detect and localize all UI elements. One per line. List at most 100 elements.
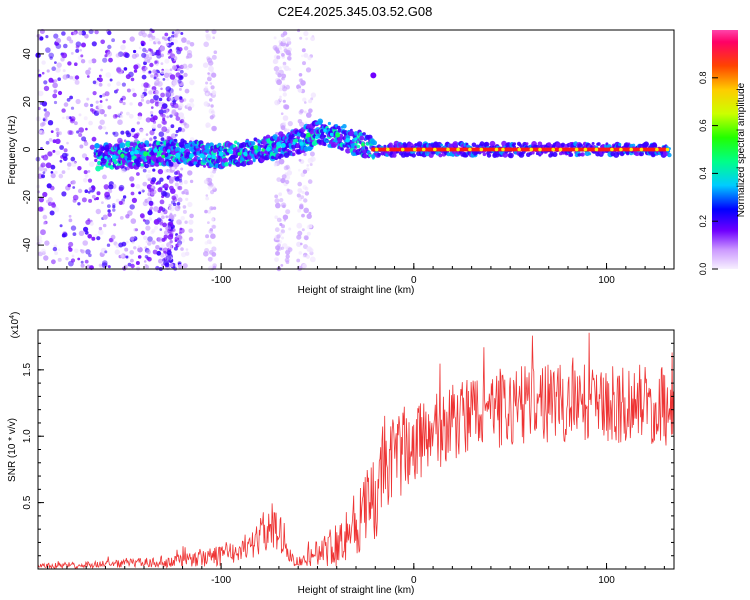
spectrogram-cell [171,166,175,171]
spectrogram-cell [54,41,59,46]
spectrogram-cell [80,54,84,58]
spectrogram-cell [171,109,177,114]
spectrogram-peak-cell [619,147,623,152]
spectrogram-cell [163,234,168,239]
spectrogram-cell [43,168,48,172]
spectrogram-cell [205,33,211,39]
spectrogram-cell [38,73,42,77]
spectrogram-cell [144,59,147,63]
spectrogram-cell [43,80,48,85]
spectrogram-cell [162,258,166,262]
spectrogram-cell [130,131,135,137]
spectrogram-cell [363,153,368,159]
spectrogram-cell [175,133,178,137]
spectrogram-cell [153,76,157,80]
spectrogram-cell [291,152,296,157]
spectrogram-cell [130,191,135,196]
spectrogram-cell [169,91,175,97]
spectrogram-cell [40,122,45,127]
spectrogram-cell [169,68,173,72]
spectrogram-cell [188,236,194,242]
spectrogram-cell [455,144,459,148]
spectrogram-cell [205,194,209,197]
spectrogram-cell [215,158,221,164]
spectrogram-peak-cell [639,147,644,152]
spectrogram-cell [274,215,279,219]
spectrogram-cell [286,128,290,132]
spectrogram-cell [297,181,303,187]
spectrogram-cell [39,239,43,244]
spectrogram-cell [205,81,209,85]
spectrogram-cell [46,183,52,189]
spectrogram-cell [183,140,187,144]
spectrogram-cell [114,249,121,255]
spectrogram-cell [186,40,191,45]
spectrogram-cell [100,68,103,72]
spectrogram-cell [124,247,129,252]
spectrogram-cell [302,254,306,258]
spectrogram-cell [275,202,281,209]
spectrogram-cell [51,66,56,71]
spectrogram-cell [55,127,60,132]
spectrogram-cell [126,132,132,138]
spectrogram-cell [73,31,77,36]
spectrogram-cell [178,231,182,235]
spectrogram-cell [67,130,73,135]
spectrogram-cell [84,34,89,39]
spectrogram-cell [78,133,83,137]
spectrogram-cell [139,188,144,193]
spectrogram-cell [61,52,68,59]
spectrogram-cell [91,41,97,47]
spectrogram-cell [161,237,166,242]
spectrogram-cell [83,178,88,183]
spectrogram-cell [69,39,74,44]
spectrogram-cell [98,74,102,78]
colorbar-ticks: 0.0 0.2 0.4 0.6 0.8 [698,72,718,275]
spectrogram-cell [146,184,153,190]
spectrogram-cell [81,197,87,203]
spectrogram-cell [257,143,261,146]
spectrogram-cell [113,223,117,227]
spectrogram-cell [135,261,140,265]
spectrogram-peak-cell [361,142,365,147]
spectrogram-cell [78,113,82,117]
spectrogram-cell [42,191,48,198]
spectrogram-cell [175,177,179,181]
spectrogram-cell [210,190,215,195]
spectrogram-cell [144,255,149,259]
spectrogram-cell [144,67,148,70]
spectrogram-cell [154,225,159,230]
spectrogram-peak-cell [538,147,542,152]
spectrogram-cell [164,192,171,198]
spectrogram-cell [285,209,291,215]
spectrogram-cell [166,250,172,256]
spectrogram-cell [162,222,168,228]
spectrogram-cell [204,248,210,253]
spectrogram-cell [67,61,72,66]
snr-y-tick-label: 1.0 [22,429,33,443]
spectrogram-cell [81,30,86,36]
spectrogram-cell [142,47,147,53]
spectrogram-cell [136,121,140,125]
spectrogram-cell [153,219,160,225]
spectrogram-cell [188,63,193,69]
spectrogram-cell [137,101,143,107]
spectrogram-cell [124,52,130,58]
spectrogram-cell [45,140,50,145]
spectrogram-cell [143,82,149,88]
spectrogram-cell [45,162,52,169]
spectrogram-cell [65,257,69,261]
spectrogram-cell [78,230,85,236]
spectrogram-cell [102,223,107,228]
spectrogram-peak-cell [374,147,379,152]
spectrogram-cell [66,141,69,145]
spectrogram-cell [140,163,144,167]
spectrogram-cell [323,142,327,147]
spectrogram-cell [115,53,121,58]
spectrogram-cell [298,197,302,201]
spectrogram-cell [305,167,310,172]
spectrogram-cell [104,191,110,198]
spectrogram-cell [78,30,83,36]
spectrogram-cell [172,79,179,86]
